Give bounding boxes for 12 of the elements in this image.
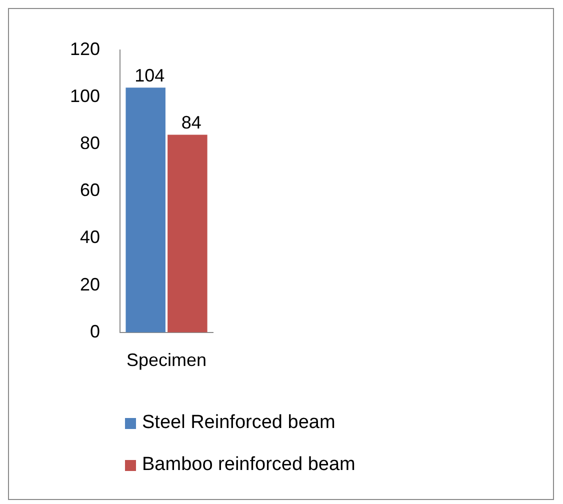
- y-tick-label: 0: [90, 321, 100, 342]
- y-tick-label: 40: [80, 227, 100, 248]
- y-tick-label: 80: [80, 133, 100, 154]
- data-label: 104: [134, 66, 165, 86]
- data-label: 84: [181, 112, 202, 133]
- legend-label: Steel Reinforced beam: [142, 412, 336, 434]
- y-tick-label: 100: [70, 86, 100, 106]
- y-tick-label: 20: [80, 274, 100, 294]
- legend-label: Bamboo reinforced beam: [142, 454, 356, 476]
- y-tick-label: 60: [80, 180, 100, 200]
- y-tick-label: 120: [70, 38, 100, 59]
- x-tick-label: Specimen: [126, 350, 207, 370]
